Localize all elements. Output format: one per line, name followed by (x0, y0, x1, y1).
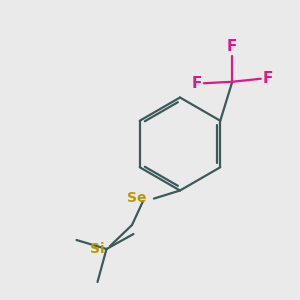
Text: F: F (262, 71, 273, 86)
Text: F: F (227, 39, 238, 54)
Text: Si: Si (90, 242, 105, 256)
Text: F: F (192, 76, 202, 91)
Text: Se: Se (128, 191, 147, 205)
